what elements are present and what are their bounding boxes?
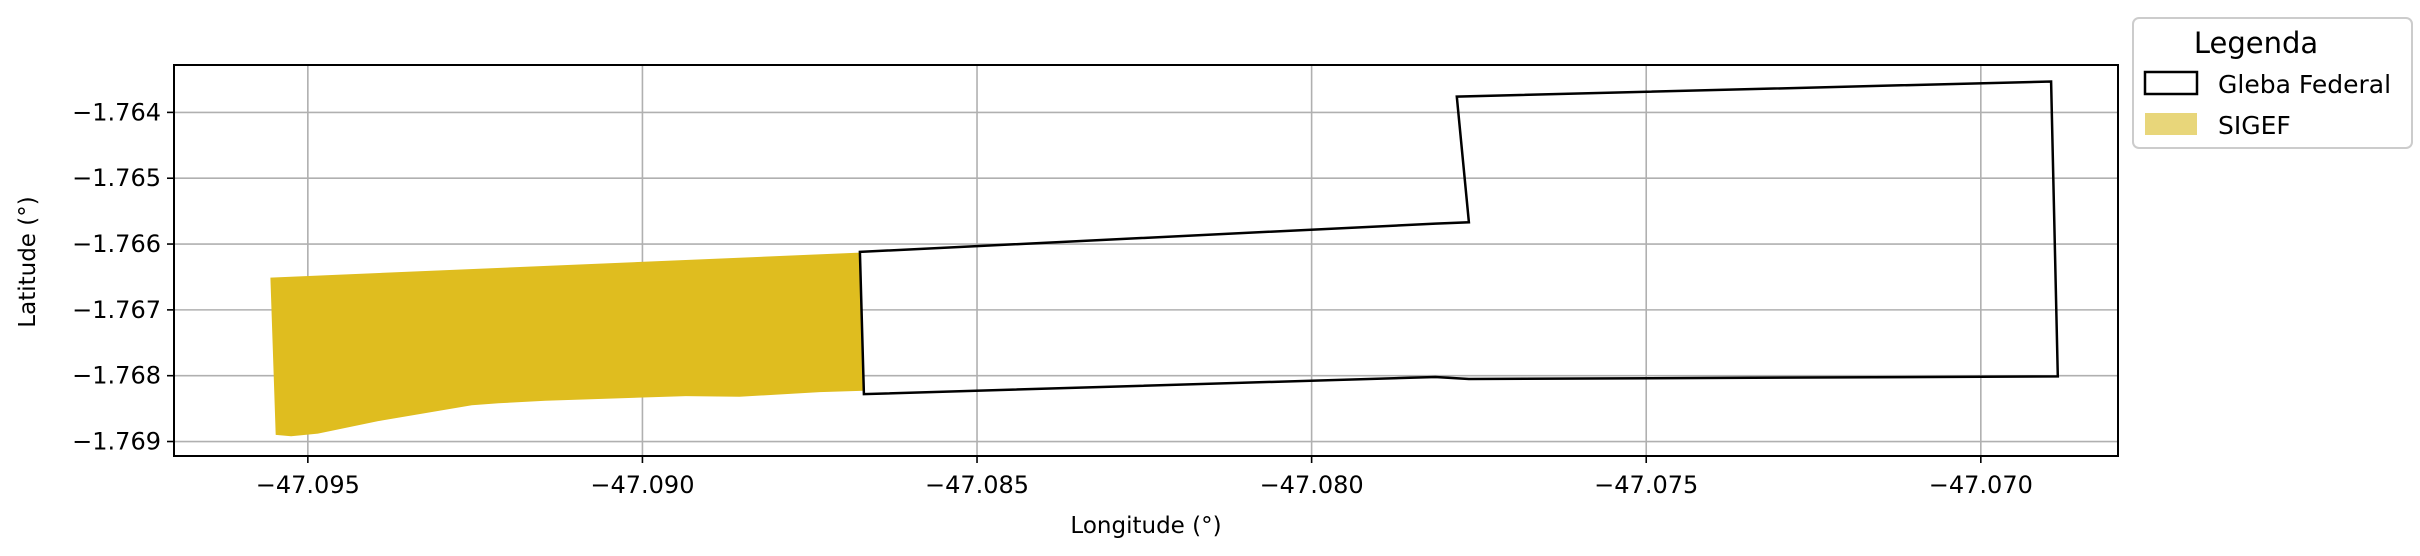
y-tick-label: −1.767 xyxy=(72,296,161,324)
x-tick-label: −47.095 xyxy=(256,471,360,499)
grid-layer xyxy=(174,65,2118,456)
x-tick-label: −47.090 xyxy=(590,471,694,499)
y-axis-label: Latitude (°) xyxy=(15,196,41,327)
y-tick-label: −1.765 xyxy=(72,164,161,192)
legend-label-sigef: SIGEF xyxy=(2218,111,2291,140)
x-tick-label: −47.080 xyxy=(1260,471,1364,499)
x-tick-label: −47.070 xyxy=(1929,471,2033,499)
y-tick-label: −1.768 xyxy=(72,362,161,390)
y-tick-label: −1.764 xyxy=(72,98,161,126)
x-tick-label: −47.075 xyxy=(1594,471,1698,499)
legend-swatch-sigef xyxy=(2145,113,2197,135)
data-layer xyxy=(270,80,2060,437)
x-axis-label: Longitude (°) xyxy=(1070,513,1221,539)
legend-title: Legenda xyxy=(2194,26,2318,60)
x-axis: −47.095 −47.090 −47.085 −47.080 −47.075 −47.0… xyxy=(256,456,2033,499)
legend-box xyxy=(2132,17,2413,149)
x-tick-label: −47.085 xyxy=(925,471,1029,499)
legend: Legenda Gleba Federal SIGEF xyxy=(2132,17,2413,149)
y-tick-label: −1.769 xyxy=(72,428,161,456)
legend-label-gleba-federal: Gleba Federal xyxy=(2218,70,2391,99)
gleba-federal-polygon xyxy=(858,80,2060,396)
plot-frame xyxy=(173,64,2119,457)
plot-area xyxy=(173,64,2119,457)
sigef-polygon xyxy=(270,252,864,437)
legend-swatch-gleba-federal xyxy=(2143,70,2199,96)
y-axis: −1.764 −1.765 −1.766 −1.767 −1.768 −1.769 xyxy=(72,98,174,456)
y-tick-label: −1.766 xyxy=(72,230,161,258)
